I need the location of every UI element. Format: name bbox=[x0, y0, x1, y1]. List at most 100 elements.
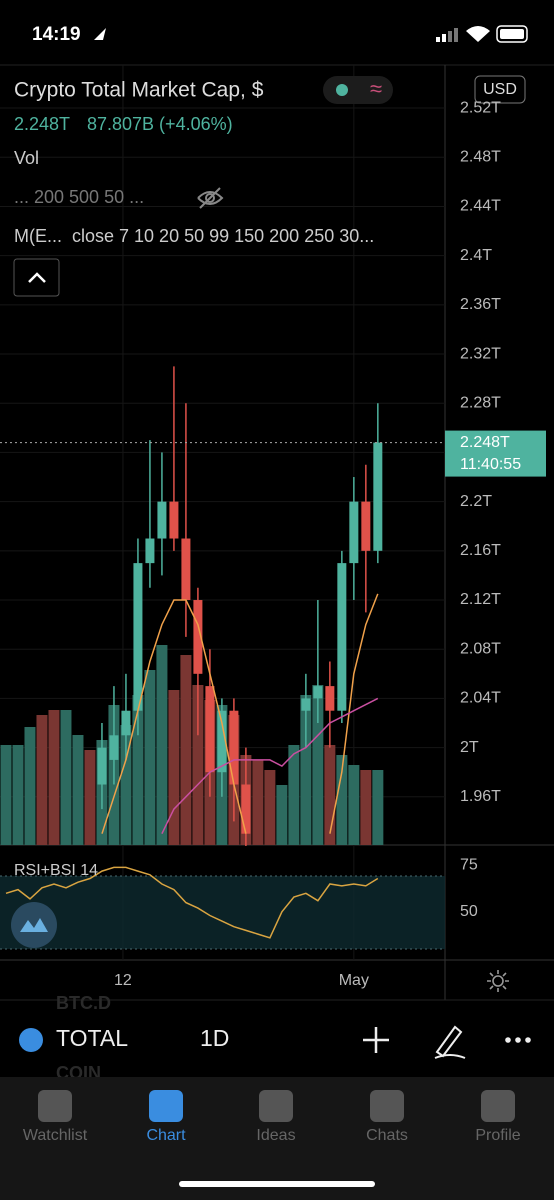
candle-body bbox=[169, 501, 179, 539]
volume-bar bbox=[144, 670, 156, 845]
tab-icon bbox=[370, 1090, 404, 1122]
rsi-band bbox=[0, 876, 445, 949]
currency: USD bbox=[483, 81, 517, 98]
volume-bar bbox=[180, 655, 192, 845]
candle-body bbox=[133, 563, 143, 711]
tab-label[interactable]: Watchlist bbox=[23, 1127, 88, 1144]
candle-body bbox=[193, 600, 203, 674]
rsi-line bbox=[5, 866, 379, 939]
location-icon bbox=[94, 28, 106, 40]
y-tick-label: 1.96T bbox=[460, 788, 501, 805]
interval[interactable]: 1D bbox=[200, 1025, 229, 1051]
y-tick-label: 2.52T bbox=[460, 99, 501, 116]
last-price: 2.248T bbox=[460, 434, 510, 451]
y-tick-label: 2T bbox=[460, 739, 479, 756]
y-tick-label: 2.28T bbox=[460, 394, 501, 411]
candle-body bbox=[157, 501, 167, 539]
battery-level bbox=[500, 29, 524, 39]
candle-body bbox=[109, 735, 119, 760]
chevron-up bbox=[28, 272, 46, 283]
home-indicator bbox=[179, 1181, 375, 1187]
logo-icon bbox=[20, 918, 48, 932]
candle-body bbox=[217, 710, 227, 773]
market-dot bbox=[336, 84, 348, 96]
y-tick-label: 2.4T bbox=[460, 247, 492, 264]
chart-title: Crypto Total Market Cap, $ bbox=[14, 79, 264, 102]
hide-icon[interactable] bbox=[197, 187, 224, 209]
volume-bar bbox=[0, 745, 12, 845]
ghost-symbol: BTC.D bbox=[56, 993, 111, 1013]
last-price-box bbox=[445, 430, 546, 477]
volume-bar bbox=[288, 745, 300, 845]
candle-body bbox=[145, 538, 155, 564]
ma-label: M(E... bbox=[14, 226, 62, 246]
moving-average bbox=[161, 697, 379, 835]
x-tick-label: May bbox=[339, 972, 369, 989]
volume-bar bbox=[12, 745, 24, 845]
volume-bar bbox=[132, 695, 144, 845]
tab-label[interactable]: Chats bbox=[366, 1127, 408, 1144]
y-tick-label: 2.44T bbox=[460, 198, 501, 215]
volume-bar bbox=[36, 715, 48, 845]
moving-average bbox=[101, 593, 379, 834]
candle-body bbox=[121, 710, 131, 736]
tab-icon bbox=[259, 1090, 293, 1122]
y-tick-label: 2.16T bbox=[460, 542, 501, 559]
volume-bar bbox=[336, 755, 348, 845]
tab-label[interactable]: Profile bbox=[475, 1127, 520, 1144]
candle-body bbox=[337, 563, 347, 711]
volume-bar bbox=[156, 645, 168, 845]
rsi-tick-label: 75 bbox=[460, 857, 478, 874]
x-tick-label: 12 bbox=[114, 972, 132, 989]
volume-bar bbox=[192, 685, 204, 845]
logo-badge[interactable] bbox=[11, 902, 57, 948]
volume-bar bbox=[300, 695, 312, 845]
tab-label[interactable]: Chart bbox=[146, 1127, 186, 1144]
volume-bar bbox=[360, 770, 372, 845]
candle-body bbox=[229, 710, 239, 785]
collapse-button[interactable] bbox=[13, 258, 60, 297]
y-tick-label: 2.08T bbox=[460, 640, 501, 657]
currency-button[interactable] bbox=[474, 75, 526, 104]
battery-icon bbox=[496, 25, 528, 43]
symbol-icon bbox=[19, 1028, 43, 1052]
candle-body bbox=[181, 538, 191, 601]
draw-button[interactable] bbox=[434, 1025, 466, 1059]
candle-body bbox=[97, 747, 107, 785]
y-tick-label: 2.04T bbox=[460, 690, 501, 707]
vol-params: ... 200 500 50 ... bbox=[14, 187, 144, 207]
symbol[interactable]: TOTAL bbox=[56, 1025, 128, 1051]
volume-bar bbox=[372, 770, 384, 845]
status-time: 14:19 bbox=[32, 24, 81, 45]
volume-bar bbox=[252, 760, 264, 845]
vol-label: Vol bbox=[14, 148, 39, 168]
ma-params: close 7 10 20 50 99 150 200 250 30... bbox=[72, 226, 374, 246]
y-tick-label: 2.12T bbox=[460, 591, 501, 608]
candle-body bbox=[313, 686, 323, 699]
volume-bar bbox=[348, 765, 360, 845]
candle-body bbox=[373, 442, 383, 551]
rsi-label: RSI+BSI 14 bbox=[14, 862, 98, 879]
wave-icon: ≈ bbox=[370, 76, 382, 101]
wifi-icon bbox=[466, 26, 490, 42]
status-pill[interactable] bbox=[323, 76, 393, 104]
candle-body bbox=[349, 501, 359, 564]
volume-bar bbox=[48, 710, 60, 845]
tab-icon bbox=[149, 1090, 183, 1122]
change: 87.807B (+4.06%) bbox=[87, 114, 233, 134]
volume-bar bbox=[312, 685, 324, 845]
tab-icon bbox=[38, 1090, 72, 1122]
volume-bar bbox=[24, 727, 36, 845]
volume-bar bbox=[168, 690, 180, 845]
volume-bar bbox=[324, 745, 336, 845]
tab-label[interactable]: Ideas bbox=[256, 1127, 295, 1144]
candle-body bbox=[241, 784, 251, 834]
volume-bar bbox=[276, 785, 288, 845]
volume-bar bbox=[264, 770, 276, 845]
volume-bar bbox=[60, 710, 72, 845]
more-button[interactable] bbox=[505, 1037, 531, 1043]
settings-icon[interactable] bbox=[487, 970, 509, 992]
y-tick-label: 2.48T bbox=[460, 148, 501, 165]
add-button[interactable] bbox=[363, 1027, 389, 1053]
